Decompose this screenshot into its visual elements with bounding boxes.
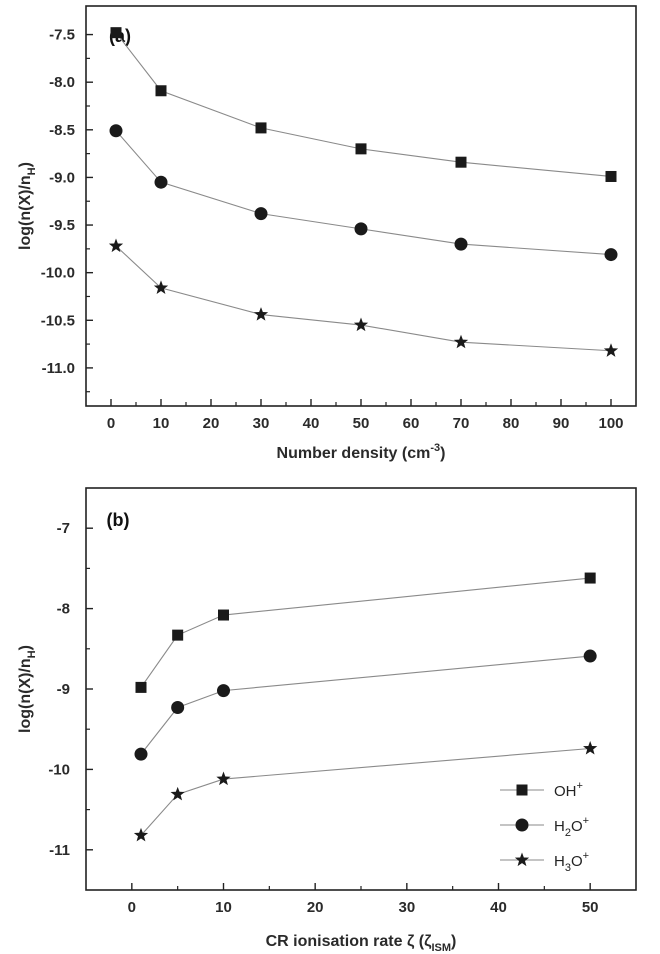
legend-label: OH+ xyxy=(554,780,583,800)
data-point xyxy=(134,747,148,761)
x-axis-ticks: 0 10 20 30 40 50 xyxy=(128,883,599,916)
panel-b: 0 10 20 30 40 50 -7 -8 -9 -10 -11 CR ionisation rat… xyxy=(17,487,637,954)
data-point xyxy=(584,572,596,584)
series-line xyxy=(115,32,612,178)
y-tick-label: -9.5 xyxy=(49,217,75,234)
y-tick-label: -9.0 xyxy=(49,169,75,186)
legend: OH+ H2O+ H3O+ xyxy=(500,780,589,874)
x-tick-label: 100 xyxy=(598,415,623,432)
series-square xyxy=(110,27,617,182)
x-tick-label: 30 xyxy=(398,899,415,916)
x-tick-label: 0 xyxy=(107,415,115,432)
x-tick-label: 50 xyxy=(353,415,370,432)
data-point xyxy=(216,771,231,786)
series-circle xyxy=(134,649,597,761)
y-tick-label: -8.0 xyxy=(49,74,75,91)
data-point xyxy=(603,343,619,357)
y-axis-label: log(n(X)/nH) xyxy=(17,162,38,250)
series-line xyxy=(140,655,591,755)
data-point xyxy=(109,124,123,138)
data-point xyxy=(153,280,169,294)
data-point xyxy=(605,170,617,182)
data-point xyxy=(253,307,269,321)
series-star xyxy=(133,741,598,842)
data-point xyxy=(583,649,597,663)
series-line xyxy=(115,130,612,256)
legend-label: H3O+ xyxy=(554,850,589,874)
y-tick-label: -10.0 xyxy=(41,265,75,282)
data-point xyxy=(155,85,167,97)
data-point xyxy=(218,609,229,621)
y-tick-label: -8 xyxy=(57,601,70,618)
x-tick-label: 40 xyxy=(303,415,320,432)
x-axis-label: Number density (cm-3) xyxy=(277,442,446,462)
y-tick-label: -7.5 xyxy=(49,27,75,44)
y-tick-label: -10 xyxy=(48,761,70,778)
panel-a: 0 10 20 30 40 50 60 70 80 90 100 -7.5 -8.0 -8.5 -9.0 -9… xyxy=(17,5,637,462)
data-point xyxy=(154,175,168,189)
series-line xyxy=(140,577,591,688)
x-tick-label: 10 xyxy=(153,415,170,432)
data-point xyxy=(217,684,230,698)
legend-label: H2O+ xyxy=(554,815,589,839)
x-axis-ticks: 0 10 20 30 40 50 60 70 80 90 100 xyxy=(107,399,624,432)
data-point xyxy=(583,741,598,755)
x-tick-label: 20 xyxy=(203,415,220,432)
data-point xyxy=(170,786,185,801)
plot-frame xyxy=(85,5,637,407)
data-point xyxy=(454,237,468,251)
x-tick-label: 40 xyxy=(490,899,507,916)
legend-marker xyxy=(514,852,530,867)
y-tick-label: -9 xyxy=(57,681,70,698)
data-point xyxy=(171,700,185,714)
y-axis-ticks: -7 -8 -9 -10 -11 xyxy=(48,520,93,859)
series-line xyxy=(140,747,591,836)
x-tick-label: 50 xyxy=(582,899,599,916)
data-point xyxy=(172,629,184,641)
legend-marker xyxy=(516,784,528,796)
data-point xyxy=(353,317,369,332)
series-line xyxy=(115,245,612,352)
x-tick-label: 10 xyxy=(215,899,232,916)
x-axis-label: CR ionisation rate ζ (ζISM) xyxy=(266,933,457,954)
data-point xyxy=(604,248,618,262)
data-point xyxy=(133,827,149,842)
data-point xyxy=(254,207,268,221)
data-point xyxy=(135,681,147,693)
data-point xyxy=(355,143,367,155)
data-point xyxy=(255,122,267,134)
series-circle xyxy=(109,124,618,262)
y-tick-label: -8.5 xyxy=(49,122,75,139)
data-point xyxy=(354,222,368,236)
data-point xyxy=(110,27,122,39)
y-tick-label: -11 xyxy=(49,842,70,859)
data-point xyxy=(455,156,467,168)
y-tick-label: -7 xyxy=(57,520,70,537)
x-tick-label: 80 xyxy=(503,415,520,432)
x-tick-label: 20 xyxy=(307,899,324,916)
x-tick-label: 30 xyxy=(253,415,270,432)
series-star xyxy=(108,238,619,357)
x-tick-label: 0 xyxy=(128,899,136,916)
x-tick-label: 70 xyxy=(453,415,470,432)
y-tick-label: -11.0 xyxy=(42,360,75,377)
legend-marker xyxy=(515,818,529,832)
series-square xyxy=(135,572,596,693)
y-tick-label: -10.5 xyxy=(41,312,75,329)
x-tick-label: 90 xyxy=(553,415,570,432)
data-point xyxy=(453,334,469,349)
panel-label: (b) xyxy=(107,510,130,530)
y-axis-label: log(n(X)/nH) xyxy=(17,645,38,733)
data-point xyxy=(108,238,124,253)
y-axis-ticks: -7.5 -8.0 -8.5 -9.0 -9.5 -10.0 -10.5 -11.0 xyxy=(41,27,93,393)
x-tick-label: 60 xyxy=(403,415,420,432)
